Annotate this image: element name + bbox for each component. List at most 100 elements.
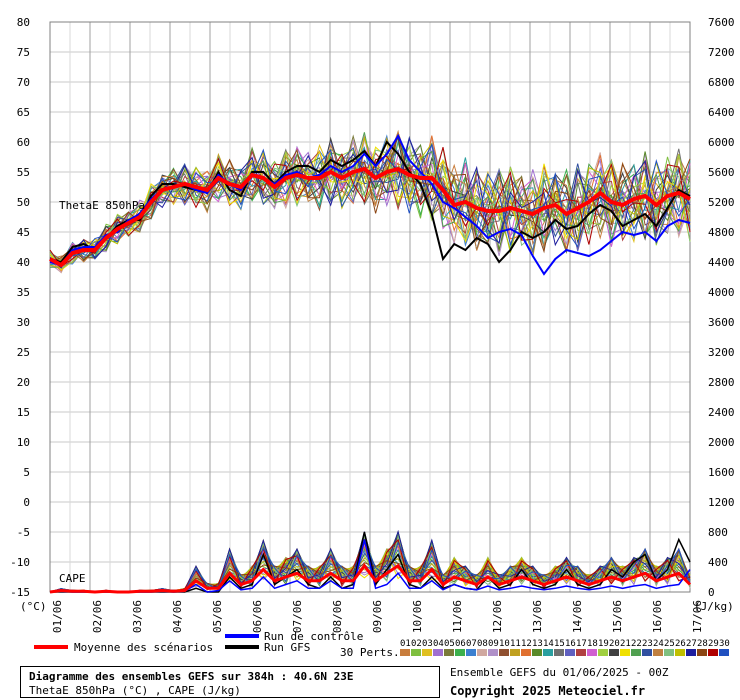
chart-title: Diagramme des ensembles GEFS sur 384h : … bbox=[29, 670, 354, 683]
right-tick-label: 7200 bbox=[708, 46, 735, 59]
pert-legend-swatch bbox=[576, 649, 586, 656]
right-tick-label: 3600 bbox=[708, 316, 735, 329]
x-tick-label: 14/06 bbox=[571, 600, 584, 633]
pert-legend-number: 04 bbox=[433, 639, 444, 649]
pert-legend-number: 16 bbox=[565, 639, 576, 649]
pert-legend-number: 18 bbox=[587, 639, 598, 649]
chart-info-box: Diagramme des ensembles GEFS sur 384h : … bbox=[20, 666, 440, 698]
pert-legend-swatch bbox=[466, 649, 476, 656]
control-legend-label: Run de contrôle bbox=[264, 630, 363, 643]
x-tick-label: 05/06 bbox=[211, 600, 224, 633]
pert-legend-swatch bbox=[598, 649, 608, 656]
mean-legend-label: Moyenne des scénarios bbox=[74, 641, 213, 654]
pert-legend-swatch bbox=[620, 649, 630, 656]
x-tick-label: 16/06 bbox=[651, 600, 664, 633]
right-tick-label: 3200 bbox=[708, 346, 735, 359]
pert-legend-swatch bbox=[631, 649, 641, 656]
left-tick-label: 45 bbox=[17, 226, 30, 239]
x-tick-label: 10/06 bbox=[411, 600, 424, 633]
pert-legend-swatch bbox=[543, 649, 553, 656]
pert-legend-number: 02 bbox=[411, 639, 422, 649]
x-tick-label: 01/06 bbox=[51, 600, 64, 633]
pert-legend-swatch bbox=[400, 649, 410, 656]
x-tick-label: 02/06 bbox=[91, 600, 104, 633]
right-tick-label: 1600 bbox=[708, 466, 735, 479]
pert-legend-number: 21 bbox=[620, 639, 631, 649]
pert-legend-swatch bbox=[444, 649, 454, 656]
right-unit-label: (J/kg) bbox=[694, 600, 734, 613]
pert-legend-number: 06 bbox=[455, 639, 466, 649]
pert-legend-swatch bbox=[411, 649, 421, 656]
pert-legend-number: 14 bbox=[543, 639, 554, 649]
pert-legend-swatch bbox=[532, 649, 542, 656]
chart-subtitle: ThetaE 850hPa (°C) , CAPE (J/kg) bbox=[29, 684, 241, 697]
main-lines bbox=[49, 133, 692, 594]
x-tick-label: 15/06 bbox=[611, 600, 624, 633]
pert-legend-number: 30 bbox=[719, 639, 730, 649]
right-tick-label: 2800 bbox=[708, 376, 735, 389]
x-tick-label: 03/06 bbox=[131, 600, 144, 633]
x-tick-label: 17/06 bbox=[691, 600, 704, 633]
left-tick-label: 60 bbox=[17, 136, 30, 149]
right-tick-label: 7600 bbox=[708, 16, 735, 29]
pert-legend-swatch bbox=[664, 649, 674, 656]
left-tick-label: 30 bbox=[17, 316, 30, 329]
pert-legend-number: 08 bbox=[477, 639, 488, 649]
pert-legend-swatch bbox=[697, 649, 707, 656]
pert-legend-number: 12 bbox=[521, 639, 532, 649]
mean-cape-line bbox=[49, 563, 692, 594]
pert-legend-number: 28 bbox=[697, 639, 708, 649]
pert-legend-number: 10 bbox=[499, 639, 510, 649]
pert-legend-swatch bbox=[510, 649, 520, 656]
right-tick-label: 1200 bbox=[708, 496, 735, 509]
x-tick-label: 07/06 bbox=[291, 600, 304, 633]
chart-grid bbox=[49, 21, 691, 593]
x-tick-label: 11/06 bbox=[451, 600, 464, 633]
left-tick-label: 55 bbox=[17, 166, 30, 179]
thetae-panel-label: ThetaE 850hPa bbox=[59, 199, 145, 212]
cape-panel-label: CAPE bbox=[59, 572, 86, 585]
pert-legend-swatch bbox=[675, 649, 685, 656]
right-tick-label: 4000 bbox=[708, 286, 735, 299]
x-tick-label: 13/06 bbox=[531, 600, 544, 633]
right-tick-label: 6400 bbox=[708, 106, 735, 119]
gfs-thetae-line bbox=[49, 140, 691, 264]
pert-legend-swatch bbox=[719, 649, 729, 656]
pert-legend-swatch bbox=[653, 649, 663, 656]
pert-legend-number: 15 bbox=[554, 639, 565, 649]
pert-legend-number: 25 bbox=[664, 639, 675, 649]
gfs-legend-label: Run GFS bbox=[264, 641, 310, 654]
pert-legend-number: 05 bbox=[444, 639, 455, 649]
left-tick-label: 25 bbox=[17, 346, 30, 359]
right-tick-label: 2400 bbox=[708, 406, 735, 419]
left-tick-label: 50 bbox=[17, 196, 30, 209]
right-tick-label: 6000 bbox=[708, 136, 735, 149]
right-tick-label: 4800 bbox=[708, 226, 735, 239]
x-tick-label: 04/06 bbox=[171, 600, 184, 633]
left-tick-label: 5 bbox=[23, 466, 30, 479]
pert-legend-number: 03 bbox=[422, 639, 433, 649]
legend: Moyenne des scénarios Run de contrôle Ru… bbox=[34, 630, 730, 659]
right-tick-label: 6800 bbox=[708, 76, 735, 89]
pert-legend-number: 24 bbox=[653, 639, 664, 649]
pert-legend-number: 07 bbox=[466, 639, 477, 649]
pert-legend-number: 11 bbox=[510, 639, 521, 649]
pert-thetae-line bbox=[49, 136, 691, 269]
pert-legend-swatch bbox=[565, 649, 575, 656]
left-tick-label: -5 bbox=[17, 526, 30, 539]
pert-legend-number: 22 bbox=[631, 639, 642, 649]
pert-legend-swatch bbox=[422, 649, 432, 656]
pert-legend-swatch bbox=[433, 649, 443, 656]
left-tick-label: 10 bbox=[17, 436, 30, 449]
x-tick-label: 12/06 bbox=[491, 600, 504, 633]
x-tick-label: 09/06 bbox=[371, 600, 384, 633]
pert-legend-number: 27 bbox=[686, 639, 697, 649]
x-tick-label: 06/06 bbox=[251, 600, 264, 633]
perturbation-legend: 01 02 03 04 05 06 07 08 09 10 11 12 13 14 15 16 17 18 19 20… bbox=[400, 639, 730, 656]
left-tick-label: 40 bbox=[17, 256, 30, 269]
pert-legend-number: 01 bbox=[400, 639, 411, 649]
left-tick-label: 20 bbox=[17, 376, 30, 389]
right-tick-label: 800 bbox=[708, 526, 728, 539]
pert-thetae-line bbox=[49, 136, 691, 263]
